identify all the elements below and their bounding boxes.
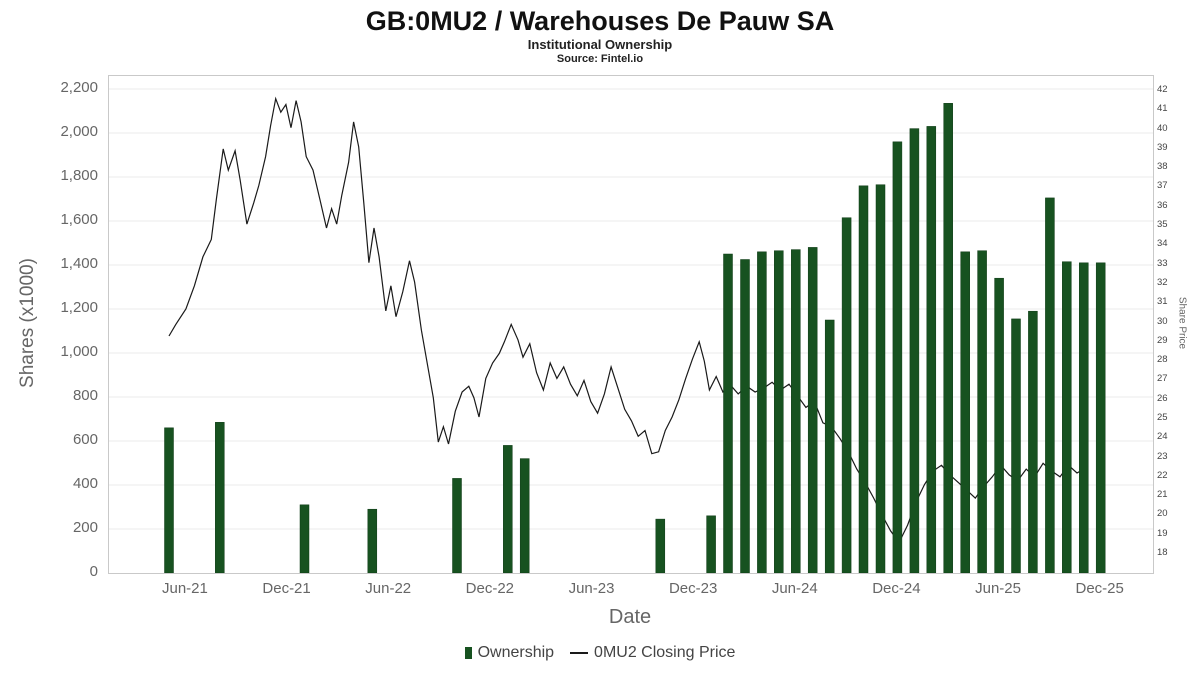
y-axis-tick-right: 21 — [1157, 489, 1168, 501]
ownership-bar[interactable] — [774, 250, 784, 573]
ownership-bar[interactable] — [1028, 310, 1038, 573]
ownership-bar[interactable] — [723, 253, 733, 573]
ownership-bar[interactable] — [655, 518, 666, 573]
ownership-bar[interactable] — [1011, 318, 1021, 573]
ownership-bar[interactable] — [706, 515, 716, 573]
x-axis-tick: Jun-24 — [771, 580, 818, 597]
ownership-bar[interactable] — [943, 103, 953, 573]
y-axis-tick-right: 25 — [1157, 411, 1168, 423]
ownership-bar[interactable] — [299, 504, 310, 573]
y-axis-tick-left: 2,000 — [60, 123, 98, 140]
ownership-bar[interactable] — [164, 427, 174, 573]
y-axis-tick-left: 1,200 — [60, 299, 98, 316]
chart-subtitle: Institutional Ownership — [527, 37, 673, 52]
y-axis-tick-right: 41 — [1157, 103, 1168, 115]
legend: Ownership 0MU2 Closing Price — [0, 644, 1200, 662]
ownership-bar[interactable] — [757, 251, 767, 573]
plot-svg — [109, 88, 1153, 574]
y-axis-tick-right: 38 — [1157, 161, 1168, 173]
y-axis-tick-right: 28 — [1157, 354, 1168, 366]
ownership-bar[interactable] — [994, 277, 1004, 573]
y-axis-tick-left: 1,400 — [60, 255, 98, 272]
y-axis-tick-right: 31 — [1157, 296, 1168, 308]
y-axis-tick-left: 400 — [72, 475, 98, 492]
ownership-bar[interactable] — [824, 319, 835, 573]
ownership-bar[interactable] — [452, 478, 462, 573]
x-axis-tick: Dec-22 — [465, 580, 515, 597]
ownership-bar[interactable] — [503, 445, 513, 573]
x-axis-tick: Jun-25 — [975, 580, 1021, 597]
legend-item-ownership[interactable]: Ownership — [464, 644, 555, 662]
y-axis-tick-left: 1,000 — [60, 343, 98, 360]
y-axis-tick-right: 35 — [1157, 219, 1168, 231]
y-axis-tick-right: 42 — [1157, 84, 1168, 95]
ownership-bar[interactable] — [841, 217, 852, 573]
ownership-bar[interactable] — [1079, 262, 1089, 573]
ownership-bar[interactable] — [740, 259, 750, 574]
y-axis-tick-right: 27 — [1157, 373, 1168, 385]
ownership-bar[interactable] — [960, 251, 970, 573]
y-axis-tick-right: 19 — [1157, 527, 1168, 539]
y-axis-tick-right: 39 — [1157, 141, 1168, 153]
x-axis-tick: Dec-21 — [262, 580, 311, 597]
y-axis-tick-right: 40 — [1157, 122, 1168, 134]
y-axis-tick-left: 200 — [72, 519, 98, 536]
closing-price-line-swatch-icon — [570, 652, 589, 654]
y-axis-tick-left: 0 — [89, 563, 98, 580]
y-axis-tick-left: 1,600 — [60, 211, 98, 228]
y-axis-tick-right: 36 — [1157, 199, 1168, 211]
y-axis-tick-right: 30 — [1157, 315, 1168, 327]
y-axis-tick-right: 22 — [1157, 469, 1168, 481]
ownership-bar[interactable] — [858, 185, 869, 573]
ownership-bar[interactable] — [519, 458, 530, 573]
y-axis-tick-left: 2,200 — [60, 79, 98, 96]
ownership-bar[interactable] — [909, 128, 920, 573]
ownership-bar[interactable] — [807, 247, 818, 573]
ownership-bar-swatch-icon — [464, 647, 472, 659]
y-axis-tick-right: 18 — [1157, 547, 1168, 558]
ownership-bar[interactable] — [875, 184, 886, 573]
y-axis-tick-right: 34 — [1157, 238, 1168, 250]
y-axis-tick-right: 32 — [1157, 276, 1168, 288]
y-axis-tick-right: 20 — [1157, 508, 1168, 520]
ownership-bar[interactable] — [367, 508, 378, 573]
y-axis-tick-right: 24 — [1157, 431, 1168, 443]
ownership-bar[interactable] — [791, 249, 801, 573]
ownership-bar[interactable] — [1095, 262, 1106, 573]
y-axis-tick-right: 33 — [1157, 257, 1168, 269]
x-axis-tick: Jun-22 — [365, 580, 412, 597]
ownership-bar[interactable] — [1062, 261, 1072, 573]
ownership-bar[interactable] — [215, 422, 225, 573]
y-axis-tick-right: 37 — [1157, 180, 1168, 192]
chart-title: GB:0MU2 / Warehouses De Pauw SA — [365, 6, 835, 36]
y-axis-tick-right: 23 — [1157, 450, 1168, 462]
y-axis-tick-right: 26 — [1157, 392, 1168, 404]
legend-item-closing-price[interactable]: 0MU2 Closing Price — [570, 644, 735, 662]
legend-label-ownership: Ownership — [477, 644, 555, 661]
y-axis-tick-left: 1,800 — [60, 167, 98, 184]
legend-label-closing-price: 0MU2 Closing Price — [594, 644, 736, 661]
y-axis-title-left: Shares (x1000) — [17, 258, 38, 388]
y-axis-tick-left: 600 — [72, 431, 98, 448]
x-axis-tick: Dec-23 — [668, 580, 718, 597]
plot-area[interactable] — [108, 75, 1154, 574]
x-axis-tick: Dec-25 — [1075, 580, 1124, 597]
y-axis-tick-right: 29 — [1157, 334, 1168, 346]
x-axis-tick: Jun-23 — [568, 580, 615, 597]
y-axis-tick-left: 800 — [72, 387, 98, 404]
x-axis-title: Date — [608, 606, 652, 628]
ownership-bar[interactable] — [977, 250, 987, 573]
ownership-bar[interactable] — [926, 126, 937, 573]
y-axis-title-right: Share Price — [1176, 296, 1188, 350]
chart-source: Source: Fintel.io — [556, 53, 644, 65]
ownership-bar[interactable] — [892, 141, 903, 573]
x-axis-tick: Dec-24 — [872, 580, 921, 597]
ownership-bar[interactable] — [1045, 197, 1055, 573]
x-axis-tick: Jun-21 — [162, 580, 208, 597]
